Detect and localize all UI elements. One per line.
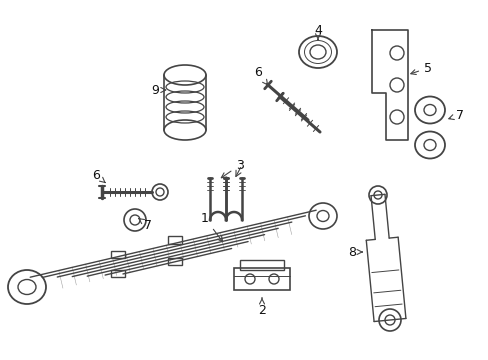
Text: 1: 1	[201, 212, 222, 242]
Text: 6: 6	[254, 66, 267, 85]
Text: 4: 4	[313, 23, 321, 39]
Text: 9: 9	[151, 84, 165, 96]
Text: 3: 3	[221, 158, 244, 178]
Text: 7: 7	[139, 219, 152, 231]
Text: 2: 2	[258, 298, 265, 316]
Text: 5: 5	[410, 62, 431, 75]
Text: 7: 7	[448, 108, 463, 122]
Text: 6: 6	[92, 168, 105, 183]
Ellipse shape	[163, 120, 205, 140]
Text: 8: 8	[347, 246, 362, 258]
